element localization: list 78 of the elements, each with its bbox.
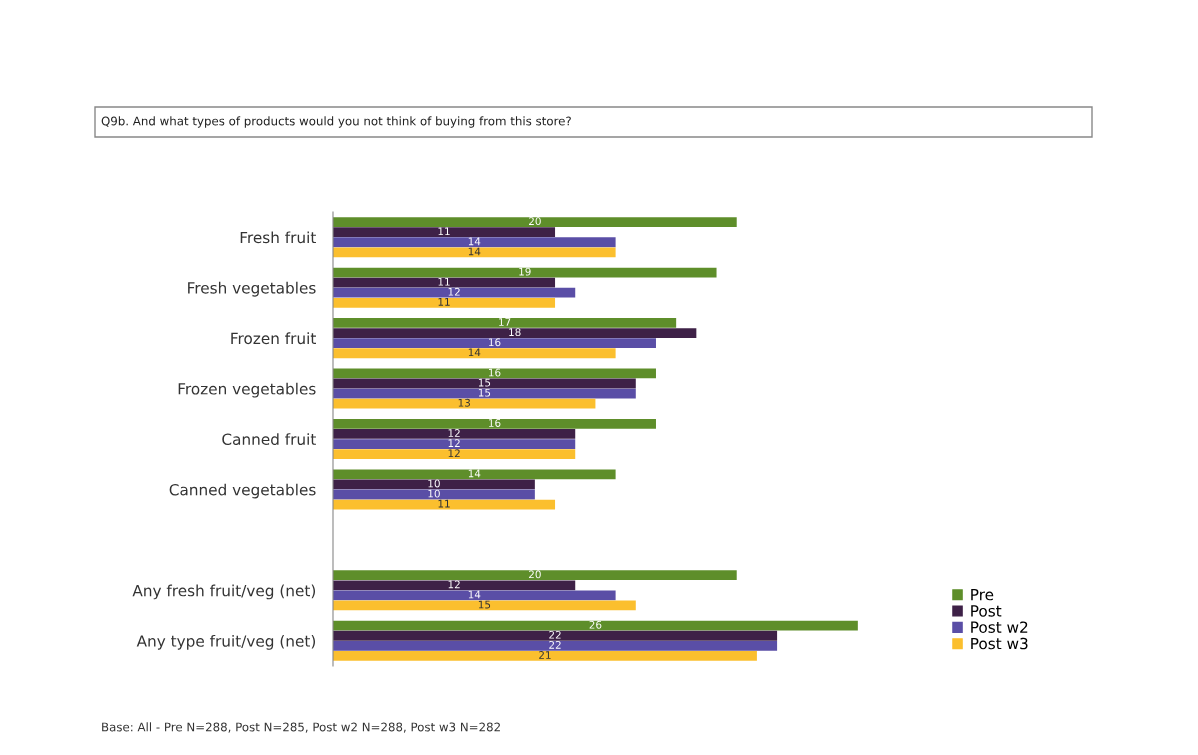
legend-label: Post w3 [971, 637, 1028, 650]
data-label: 16 [489, 419, 501, 427]
legend-label: Post [971, 605, 1002, 617]
data-label: 13 [458, 398, 470, 407]
y-tick-label: Frozen vegetables [178, 382, 316, 398]
chart-title: Q9b. And what types of products would you not think of buying from this store? [101, 116, 571, 128]
text: Base: All - Pre N=288, Post N=285, Post w2 N=288, Post w3 N=282 [102, 722, 500, 733]
y-tick-label: Frozen fruit [231, 332, 316, 345]
y-tick-label: Any type fruit/veg (net) [136, 634, 316, 650]
bar [333, 297, 556, 308]
bar [333, 368, 656, 379]
bar [333, 287, 576, 298]
data-label: 21 [539, 651, 551, 659]
data-label: 12 [448, 449, 460, 458]
data-label: 22 [549, 630, 561, 639]
y-tick-label: Fresh vegetables [188, 281, 316, 297]
y-tick-label: Canned fruit [222, 433, 316, 446]
bar [333, 449, 576, 460]
data-label: 14 [468, 348, 481, 357]
data-label: 18 [509, 328, 521, 337]
bar [333, 620, 858, 631]
bar [333, 600, 636, 611]
data-label: 11 [438, 227, 450, 236]
bar [333, 348, 616, 359]
bar [333, 640, 778, 651]
bar [333, 439, 576, 449]
data-label: 20 [529, 217, 541, 226]
data-label: 14 [468, 469, 481, 478]
data-label: 15 [478, 378, 491, 387]
data-label: 11 [438, 499, 450, 508]
bar [333, 590, 616, 601]
data-label: 20 [529, 570, 541, 579]
data-label: 15 [478, 388, 491, 397]
bar [333, 247, 616, 258]
data-label: 11 [438, 298, 450, 306]
data-label: 12 [448, 439, 460, 447]
data-label: 19 [519, 267, 531, 276]
data-label: 14 [468, 237, 481, 246]
bar [333, 277, 556, 288]
data-label: 12 [448, 287, 460, 296]
bar [333, 651, 757, 661]
bar [333, 429, 576, 439]
bar [333, 237, 616, 248]
y-tick-label: Fresh fruit [240, 231, 316, 244]
bar [333, 630, 778, 641]
bar [333, 570, 737, 581]
data-label: 14 [468, 590, 481, 599]
bar [333, 267, 717, 278]
bar [333, 318, 677, 328]
y-tick-label: Any fresh fruit/veg (net) [132, 584, 316, 600]
bar [333, 398, 596, 409]
data-label: 12 [448, 429, 460, 437]
y-tick-label: Canned vegetables [169, 483, 316, 499]
bar [333, 489, 535, 500]
bar [333, 479, 535, 490]
data-label: 12 [448, 580, 460, 589]
bar [333, 418, 656, 429]
bar [333, 227, 556, 238]
data-label: 16 [489, 368, 501, 377]
bar [333, 338, 656, 349]
data-label: 14 [468, 247, 481, 256]
bar [333, 217, 737, 227]
bar [333, 580, 576, 591]
bar [333, 499, 556, 510]
data-label: 10 [428, 479, 440, 488]
bar [333, 469, 616, 480]
data-label: 26 [589, 620, 602, 629]
bar [333, 378, 636, 389]
legend-label: Pre [971, 588, 994, 601]
data-label: 15 [478, 600, 491, 609]
data-label: 10 [428, 489, 440, 498]
bar [333, 328, 697, 338]
data-label: 16 [489, 338, 501, 347]
legend-label: Post w2 [971, 621, 1028, 633]
data-label: 17 [499, 318, 511, 326]
bar [333, 388, 636, 399]
data-label: 22 [549, 640, 561, 649]
data-label: 11 [438, 277, 450, 286]
